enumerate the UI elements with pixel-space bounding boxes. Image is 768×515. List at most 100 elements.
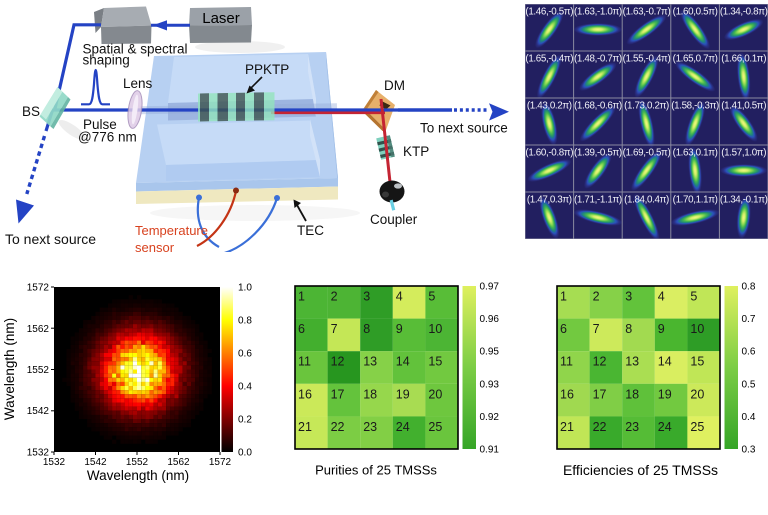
svg-text:4: 4 (658, 290, 665, 304)
svg-text:(1.41,0.5π): (1.41,0.5π) (721, 100, 766, 111)
svg-text:To next source: To next source (5, 231, 96, 247)
svg-text:10: 10 (428, 322, 442, 336)
svg-text:0.5: 0.5 (742, 379, 756, 390)
svg-text:(1.63,-1.0π): (1.63,-1.0π) (574, 6, 622, 17)
svg-text:sensor: sensor (135, 240, 175, 252)
svg-text:(1.58,-0.3π): (1.58,-0.3π) (671, 100, 719, 111)
svg-text:1532: 1532 (43, 457, 66, 468)
svg-text:Coupler: Coupler (370, 212, 418, 227)
svg-text:3: 3 (625, 290, 632, 304)
svg-text:1562: 1562 (27, 324, 50, 335)
svg-text:1552: 1552 (126, 457, 149, 468)
svg-text:0.93: 0.93 (480, 379, 500, 390)
svg-text:0.6: 0.6 (238, 349, 252, 360)
svg-text:0.7: 0.7 (742, 314, 756, 325)
svg-text:5: 5 (428, 290, 435, 304)
svg-text:Purities of 25 TMSSs: Purities of 25 TMSSs (315, 463, 437, 478)
svg-text:1542: 1542 (84, 457, 107, 468)
svg-text:Lens: Lens (123, 76, 153, 91)
svg-text:(1.60,0.5π): (1.60,0.5π) (673, 6, 718, 17)
svg-text:11: 11 (298, 355, 311, 369)
svg-text:4: 4 (396, 290, 403, 304)
svg-text:0.4: 0.4 (742, 412, 756, 423)
svg-text:1572: 1572 (209, 457, 232, 468)
svg-text:(1.65,0.7π): (1.65,0.7π) (673, 53, 718, 64)
svg-text:19: 19 (658, 387, 672, 401)
svg-text:2: 2 (331, 290, 338, 304)
svg-text:9: 9 (658, 322, 665, 336)
svg-text:1552: 1552 (27, 365, 50, 376)
svg-text:14: 14 (396, 355, 410, 369)
svg-text:(1.43,0.2π): (1.43,0.2π) (527, 100, 572, 111)
svg-text:Efficiencies of 25 TMSSs: Efficiencies of 25 TMSSs (563, 462, 718, 478)
svg-text:(1.47,0.3π): (1.47,0.3π) (527, 194, 572, 205)
svg-text:(1.39,-0.5π): (1.39,-0.5π) (574, 147, 622, 158)
svg-text:16: 16 (560, 387, 574, 401)
svg-text:18: 18 (625, 387, 639, 401)
svg-text:18: 18 (363, 387, 377, 401)
svg-text:17: 17 (331, 387, 345, 401)
svg-text:12: 12 (593, 355, 607, 369)
svg-text:0.97: 0.97 (480, 282, 500, 293)
svg-text:16: 16 (298, 387, 312, 401)
svg-text:(1.70,1.1π): (1.70,1.1π) (673, 194, 718, 205)
svg-text:KTP: KTP (403, 144, 429, 159)
svg-text:5: 5 (690, 290, 697, 304)
svg-text:(1.84,0.4π): (1.84,0.4π) (624, 194, 669, 205)
svg-text:7: 7 (593, 322, 600, 336)
svg-text:25: 25 (428, 420, 442, 434)
svg-text:9: 9 (396, 322, 403, 336)
svg-text:0.92: 0.92 (480, 412, 500, 423)
svg-text:24: 24 (396, 420, 410, 434)
svg-text:(1.63,-0.7π): (1.63,-0.7π) (623, 6, 671, 17)
svg-text:19: 19 (396, 387, 410, 401)
svg-text:(1.46,-0.5π): (1.46,-0.5π) (525, 6, 573, 17)
svg-text:17: 17 (593, 387, 607, 401)
svg-text:1.0: 1.0 (238, 283, 252, 294)
svg-text:(1.57,1.0π): (1.57,1.0π) (721, 147, 766, 158)
svg-text:1562: 1562 (167, 457, 190, 468)
svg-text:(1.34,-0.1π): (1.34,-0.1π) (720, 194, 768, 205)
svg-text:14: 14 (658, 355, 672, 369)
svg-text:0.2: 0.2 (238, 415, 252, 426)
svg-text:(1.66,0.1π): (1.66,0.1π) (721, 53, 766, 64)
svg-text:1: 1 (298, 290, 305, 304)
svg-text:15: 15 (690, 355, 704, 369)
svg-text:15: 15 (428, 355, 442, 369)
svg-text:22: 22 (593, 420, 607, 434)
svg-text:DM: DM (384, 78, 405, 93)
svg-text:6: 6 (560, 322, 567, 336)
svg-text:20: 20 (428, 387, 442, 401)
svg-text:(1.69,-0.5π): (1.69,-0.5π) (623, 147, 671, 158)
svg-text:1572: 1572 (27, 283, 50, 294)
svg-text:(1.34,-0.8π): (1.34,-0.8π) (720, 6, 768, 17)
svg-text:(1.71,-1.1π): (1.71,-1.1π) (574, 194, 622, 205)
svg-text:24: 24 (658, 420, 672, 434)
svg-text:8: 8 (625, 322, 632, 336)
svg-text:Spatial & spectral: Spatial & spectral (83, 42, 188, 57)
svg-text:2: 2 (593, 290, 600, 304)
svg-text:0.0: 0.0 (238, 448, 252, 459)
svg-text:(1.73,0.2π): (1.73,0.2π) (624, 100, 669, 111)
svg-text:10: 10 (690, 322, 704, 336)
svg-text:6: 6 (298, 322, 305, 336)
svg-text:TEC: TEC (297, 223, 324, 238)
svg-text:0.4: 0.4 (238, 382, 252, 393)
svg-text:0.8: 0.8 (742, 282, 756, 293)
svg-text:23: 23 (363, 420, 377, 434)
svg-text:(1.60,-0.8π): (1.60,-0.8π) (525, 147, 573, 158)
svg-text:20: 20 (690, 387, 704, 401)
svg-text:To next source: To next source (420, 121, 508, 136)
svg-text:(1.48,-0.7π): (1.48,-0.7π) (574, 53, 622, 64)
svg-text:22: 22 (331, 420, 345, 434)
svg-text:Temperature: Temperature (135, 223, 208, 238)
svg-text:13: 13 (625, 355, 639, 369)
svg-text:1542: 1542 (27, 406, 50, 417)
svg-text:13: 13 (363, 355, 377, 369)
svg-text:21: 21 (560, 420, 574, 434)
svg-text:0.96: 0.96 (480, 314, 500, 325)
svg-text:Laser: Laser (202, 10, 240, 27)
svg-text:(1.68,-0.6π): (1.68,-0.6π) (574, 100, 622, 111)
svg-text:23: 23 (625, 420, 639, 434)
svg-text:Pulse: Pulse (83, 117, 117, 132)
